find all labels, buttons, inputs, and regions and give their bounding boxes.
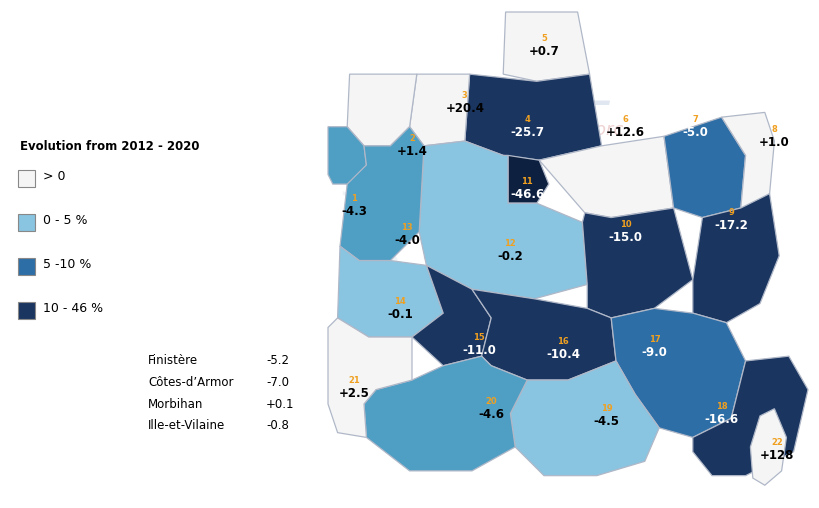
Polygon shape	[749, 409, 785, 485]
Text: 6: 6	[622, 115, 628, 124]
Text: 17: 17	[648, 335, 659, 344]
Text: -0.1: -0.1	[387, 308, 413, 321]
Text: 21: 21	[348, 376, 360, 385]
Text: 3: 3	[340, 229, 360, 257]
Text: 10 - 46 %: 10 - 46 %	[43, 302, 103, 315]
Text: -0.8: -0.8	[265, 420, 288, 432]
Text: 22: 22	[770, 438, 781, 447]
Polygon shape	[721, 112, 773, 213]
FancyBboxPatch shape	[18, 213, 35, 231]
Text: +0.1: +0.1	[265, 397, 294, 410]
Text: Evolution from 2012 - 2020: Evolution from 2012 - 2020	[20, 140, 199, 152]
Text: 3: 3	[420, 229, 439, 257]
Polygon shape	[581, 208, 692, 318]
Text: +1.4: +1.4	[396, 145, 427, 158]
Text: 20: 20	[485, 397, 496, 406]
Text: Morbihan: Morbihan	[147, 397, 203, 410]
Polygon shape	[472, 289, 615, 380]
Polygon shape	[663, 117, 744, 217]
FancyBboxPatch shape	[18, 170, 35, 186]
Polygon shape	[539, 136, 672, 217]
Text: 4: 4	[523, 115, 530, 124]
Text: -5.2: -5.2	[265, 354, 288, 366]
Text: > 0: > 0	[43, 171, 66, 183]
Polygon shape	[503, 12, 589, 81]
Polygon shape	[337, 246, 442, 337]
Text: 10: 10	[619, 220, 631, 230]
Text: Ille-et-Vilaine: Ille-et-Vilaine	[147, 420, 225, 432]
Text: 11: 11	[521, 177, 532, 186]
Text: -5.0: -5.0	[681, 126, 708, 139]
Polygon shape	[692, 194, 778, 323]
Text: 2: 2	[409, 134, 414, 143]
Text: 3: 3	[461, 91, 467, 100]
Text: -46.6: -46.6	[509, 188, 544, 201]
FancyBboxPatch shape	[18, 302, 35, 319]
Polygon shape	[464, 74, 601, 160]
Text: 9: 9	[727, 208, 733, 217]
Text: -16.6: -16.6	[704, 413, 738, 426]
Polygon shape	[610, 308, 744, 437]
Text: -10.4: -10.4	[545, 348, 580, 362]
Text: 0 - 5 %: 0 - 5 %	[43, 214, 88, 228]
Polygon shape	[328, 318, 411, 437]
Text: 3: 3	[420, 254, 439, 282]
Text: -25.7: -25.7	[509, 126, 544, 139]
Polygon shape	[509, 361, 658, 475]
Text: 3: 3	[420, 174, 439, 202]
Text: -11.0: -11.0	[462, 344, 495, 357]
Polygon shape	[346, 74, 416, 146]
FancyBboxPatch shape	[18, 258, 35, 274]
Text: +0.7: +0.7	[528, 45, 559, 58]
Text: 3: 3	[380, 174, 399, 202]
Text: -4.3: -4.3	[341, 205, 367, 218]
Text: +2.5: +2.5	[338, 387, 369, 400]
Polygon shape	[328, 126, 366, 184]
Text: ifip —: ifip —	[497, 86, 612, 120]
Text: Finistère: Finistère	[147, 354, 198, 366]
Text: -17.2: -17.2	[713, 219, 747, 233]
Text: 3: 3	[340, 254, 360, 282]
Text: +12.6: +12.6	[605, 126, 645, 139]
Text: -4.0: -4.0	[394, 234, 419, 247]
Text: 8: 8	[771, 125, 776, 134]
Text: 16: 16	[557, 337, 568, 346]
Text: -7.0: -7.0	[265, 375, 288, 389]
Text: -9.0: -9.0	[640, 346, 667, 359]
Text: -4.6: -4.6	[477, 408, 504, 421]
Text: 18: 18	[715, 402, 726, 411]
Text: Institut du porc: Institut du porc	[486, 121, 623, 139]
Text: 14: 14	[394, 297, 405, 306]
Text: 15: 15	[473, 333, 485, 342]
Polygon shape	[508, 155, 548, 203]
Text: Côtes-d’Armor: Côtes-d’Armor	[147, 375, 233, 389]
Text: +20.4: +20.4	[445, 102, 484, 115]
Text: 5: 5	[541, 34, 546, 43]
Text: -15.0: -15.0	[608, 231, 642, 244]
Polygon shape	[419, 141, 586, 299]
Text: +128: +128	[758, 449, 793, 462]
Text: 3: 3	[340, 174, 360, 202]
Text: 1: 1	[351, 194, 357, 203]
Polygon shape	[692, 356, 807, 475]
Text: +1.0: +1.0	[758, 136, 789, 149]
Text: 12: 12	[504, 239, 516, 248]
Text: 5 -10 %: 5 -10 %	[43, 259, 91, 271]
Text: 19: 19	[600, 404, 612, 414]
Polygon shape	[411, 265, 491, 366]
Polygon shape	[364, 356, 527, 471]
Text: 3: 3	[380, 204, 399, 232]
Text: -0.2: -0.2	[497, 250, 523, 264]
Polygon shape	[410, 74, 469, 146]
Polygon shape	[340, 126, 423, 261]
Text: 7: 7	[691, 115, 697, 124]
Text: 3: 3	[380, 254, 399, 282]
Text: 13: 13	[400, 223, 413, 232]
Text: -4.5: -4.5	[593, 416, 618, 428]
